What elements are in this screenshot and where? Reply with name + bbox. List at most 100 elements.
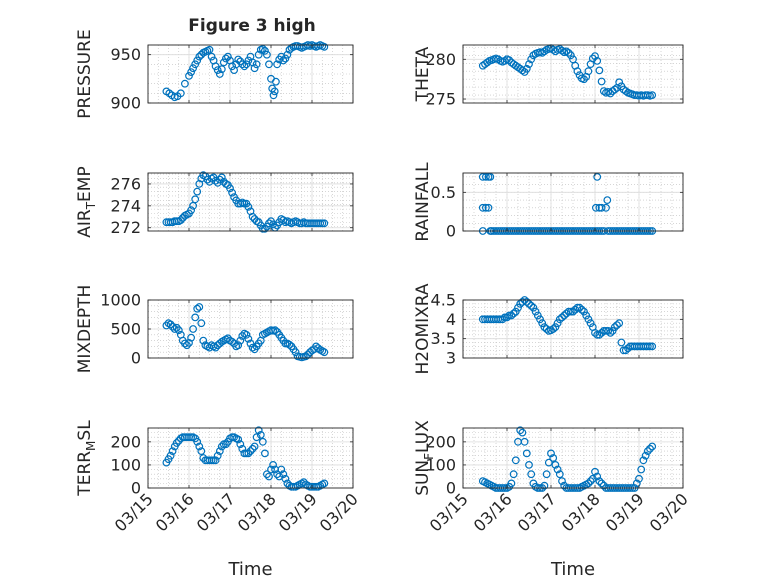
data-point (238, 60, 247, 69)
data-point (518, 66, 527, 75)
data-point (180, 339, 189, 348)
x-axis-label: Time (227, 559, 272, 580)
data-point (580, 307, 588, 316)
y-axis-label: AIRTEMP (75, 166, 98, 237)
data-point (320, 219, 329, 228)
data-point (643, 447, 652, 456)
data-point (250, 442, 259, 451)
data-point (527, 470, 536, 479)
data-point (270, 87, 279, 96)
data-point (482, 172, 490, 181)
y-tick-label: 0 (446, 479, 456, 498)
data-point (168, 447, 177, 456)
data-point (478, 172, 487, 181)
data-point (187, 68, 196, 76)
data-point (569, 307, 577, 316)
data-point (269, 91, 278, 100)
data-point (254, 426, 263, 435)
data-point (507, 479, 516, 488)
data-point (219, 440, 228, 449)
data-point (172, 323, 181, 332)
data-point (248, 444, 257, 453)
data-point (211, 62, 220, 71)
data-point (540, 481, 549, 490)
data-point (213, 66, 222, 74)
data-point (215, 70, 224, 78)
data-point (555, 315, 564, 324)
data-point (604, 87, 613, 96)
data-point (529, 51, 538, 60)
data-point (180, 79, 189, 88)
data-point (507, 311, 516, 320)
data-point (593, 172, 602, 181)
data-point (217, 65, 226, 74)
data-point (271, 326, 280, 335)
y-tick-label: 100 (110, 455, 141, 474)
data-point (246, 447, 255, 456)
data-point (166, 320, 175, 329)
axes-box (147, 44, 354, 104)
y-tick-label: 0 (131, 349, 141, 368)
data-point (248, 343, 257, 352)
data-point (632, 479, 641, 488)
data-point (558, 46, 566, 55)
data-point (573, 67, 582, 76)
data-point (279, 56, 288, 65)
data-point (511, 307, 520, 316)
data-point (527, 301, 536, 310)
data-point (302, 352, 310, 361)
data-point (584, 315, 593, 324)
data-point (261, 224, 269, 233)
data-point (207, 52, 216, 61)
data-points (478, 44, 657, 100)
data-point (244, 56, 253, 65)
y-tick-label: 3 (446, 349, 456, 368)
data-point (588, 474, 597, 483)
data-point (185, 339, 193, 347)
data-point (211, 343, 220, 352)
axes-box (462, 172, 684, 232)
data-point (189, 64, 198, 73)
data-points (162, 41, 329, 102)
data-point (551, 323, 560, 332)
data-point (238, 332, 247, 340)
data-point (236, 336, 245, 345)
data-point (522, 64, 531, 73)
axes-box (462, 44, 684, 104)
data-point (217, 442, 226, 451)
data-point (619, 346, 628, 355)
data-point (168, 322, 177, 331)
data-points (478, 172, 657, 235)
data-point (555, 470, 564, 479)
data-point (261, 449, 269, 458)
x-axis-label: Time (550, 559, 595, 580)
subplot-5: 0 500 1000 MIXDEPTH (75, 285, 354, 373)
data-point (226, 184, 234, 193)
y-tick-label: 3.5 (431, 329, 456, 348)
data-point (514, 303, 522, 312)
data-point (529, 303, 538, 312)
y-axis-label: RAINFALL (413, 162, 433, 242)
x-tick-label: 03/18 (234, 489, 280, 535)
data-point (285, 340, 294, 349)
data-point (172, 439, 181, 447)
data-point (516, 426, 525, 435)
data-point (256, 431, 265, 439)
subplot-8: 0100200SUNFLUX03/1503/1603/1703/1803/190… (413, 420, 692, 580)
data-point (291, 348, 300, 357)
data-point (560, 481, 569, 490)
data-point (586, 477, 595, 486)
x-tick-label: 03/19 (275, 489, 321, 535)
data-point (240, 62, 249, 71)
data-point (236, 440, 245, 449)
data-point (599, 87, 608, 95)
data-point (320, 479, 329, 488)
data-point (551, 461, 560, 469)
data-point (195, 442, 204, 451)
data-point (591, 467, 599, 476)
data-point (193, 187, 202, 196)
data-point (320, 348, 329, 357)
data-point (553, 465, 562, 474)
